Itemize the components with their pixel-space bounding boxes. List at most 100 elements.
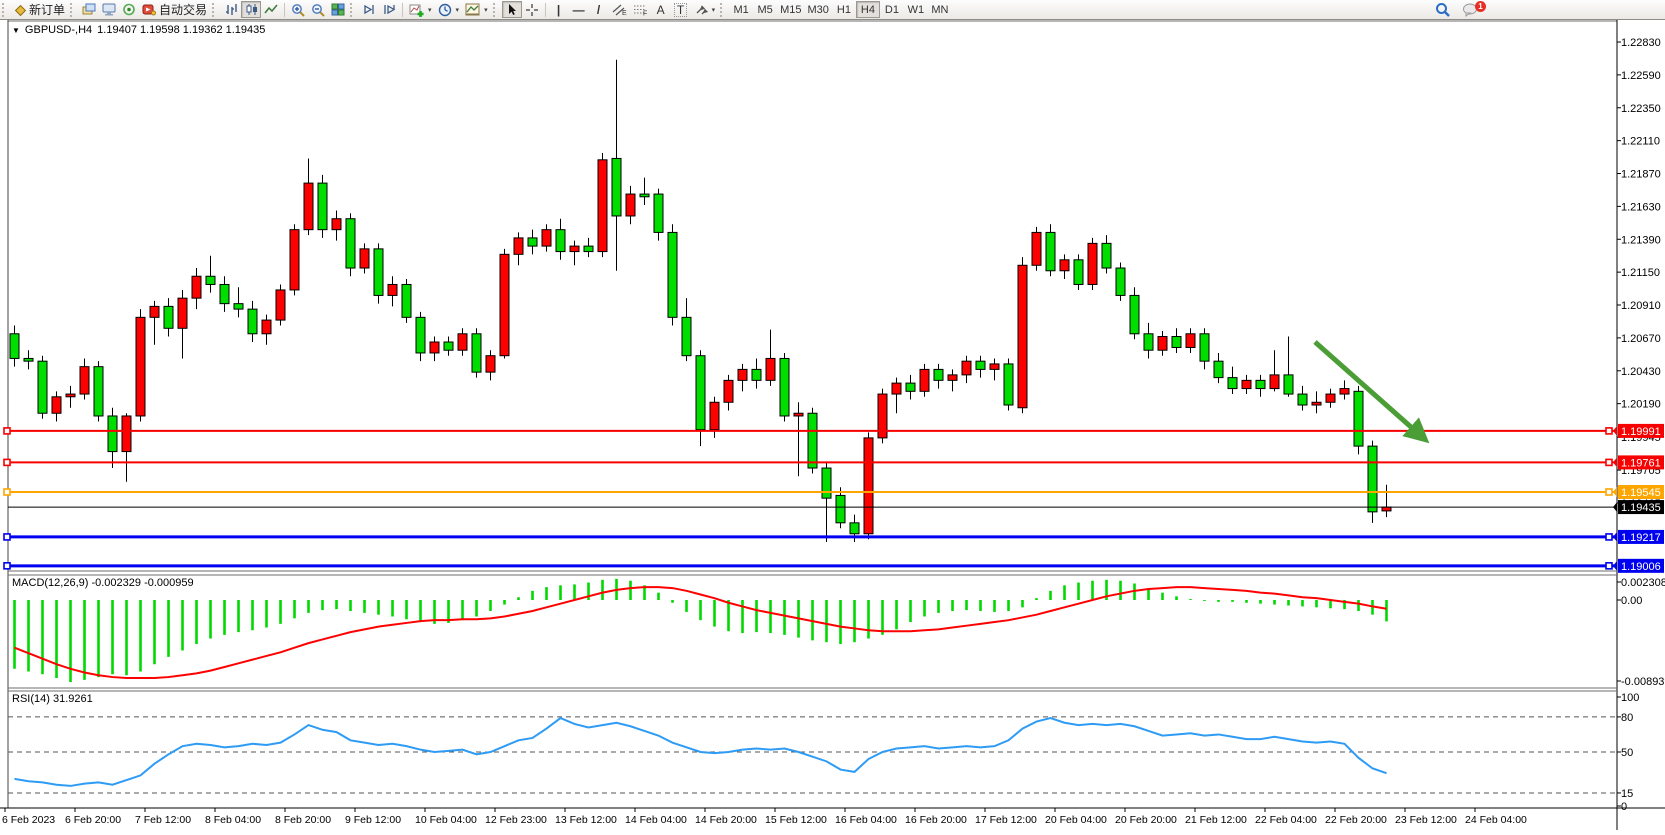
timeframe-button-w1[interactable]: W1 xyxy=(907,3,925,16)
svg-text:80: 80 xyxy=(1621,712,1633,724)
dropdown-caret-icon: ▾ xyxy=(484,6,488,14)
candlestick-chart-icon xyxy=(245,3,258,16)
svg-text:0.002308: 0.002308 xyxy=(1621,577,1665,589)
period-clock-button[interactable]: ▾ xyxy=(435,1,463,18)
period-clock-icon xyxy=(438,3,452,17)
toolbar-gripper xyxy=(2,2,9,17)
add-indicator-button[interactable]: ▾ xyxy=(406,1,435,18)
text-tool-icon: A xyxy=(656,2,665,17)
horizontal-line-1.19991[interactable]: 1.19991 xyxy=(3,423,1664,438)
arrows-tool[interactable]: ▾ xyxy=(691,1,719,18)
template-button[interactable]: ▾ xyxy=(462,1,491,18)
svg-text:1.21870: 1.21870 xyxy=(1621,169,1661,181)
dropdown-caret-icon: ▾ xyxy=(711,6,716,14)
svg-text:20 Feb 04:00: 20 Feb 04:00 xyxy=(1045,814,1107,826)
timeframe-button-m30[interactable]: M30 xyxy=(807,3,829,16)
timeframe-button-m5[interactable]: M5 xyxy=(757,3,773,16)
svg-text:1.22830: 1.22830 xyxy=(1621,37,1661,49)
trend-arrow[interactable] xyxy=(1313,340,1430,444)
svg-text:1.22350: 1.22350 xyxy=(1621,103,1661,115)
svg-text:1.20910: 1.20910 xyxy=(1621,300,1661,312)
auto-trading-button[interactable]: 自动交易 xyxy=(139,1,210,18)
horizontal-line-1.19006[interactable]: 1.19006 xyxy=(3,558,1664,573)
cursor-icon xyxy=(506,3,518,16)
trendline-tool[interactable]: / xyxy=(589,1,609,18)
svg-text:8 Feb 20:00: 8 Feb 20:00 xyxy=(275,814,331,826)
horizontal-line-1.19217[interactable]: 1.19217 xyxy=(3,529,1664,544)
timeframe-button-mn[interactable]: MN xyxy=(931,3,949,16)
tile-windows-button[interactable] xyxy=(328,1,348,18)
fibonacci-tool[interactable]: F xyxy=(630,1,651,18)
timeframe-button-h4[interactable]: H4 xyxy=(855,1,880,18)
svg-text:15 Feb 12:00: 15 Feb 12:00 xyxy=(765,814,827,826)
chart-autoscroll-button[interactable] xyxy=(379,1,399,18)
horizontal-line-1.19761[interactable]: 1.19761 xyxy=(3,455,1664,470)
channel-tool[interactable]: E xyxy=(609,1,630,18)
svg-text:1.19761: 1.19761 xyxy=(1621,457,1661,469)
candlestick-series xyxy=(9,59,1392,542)
time-axis[interactable]: 6 Feb 2023 6 Feb 20:00 7 Feb 12:00 8 Feb 04… xyxy=(2,808,1527,826)
line-chart-icon xyxy=(264,3,278,16)
vertical-line-tool[interactable]: | xyxy=(549,1,569,18)
chart-shift-button[interactable] xyxy=(359,1,379,18)
horizontal-line-1.19435[interactable]: 1.19435 xyxy=(8,500,1664,515)
candlestick-chart-button[interactable] xyxy=(241,1,262,18)
horizontal-line-1.19545[interactable]: 1.19545 xyxy=(3,485,1664,499)
svg-text:1.21150: 1.21150 xyxy=(1621,267,1660,279)
bar-chart-button[interactable] xyxy=(221,1,241,18)
price-axis[interactable]: 1.22830 1.22590 1.22350 1.22110 1.21870 1.216… xyxy=(1617,37,1661,510)
svg-text:1.19217: 1.19217 xyxy=(1621,532,1661,544)
svg-text:12 Feb 23:00: 12 Feb 23:00 xyxy=(485,814,547,826)
toolbar-gripper xyxy=(350,2,357,17)
chart-autoscroll-icon xyxy=(382,3,396,16)
monitor-icon xyxy=(102,3,116,16)
text-label-tool[interactable]: T xyxy=(671,1,691,18)
arrows-tool-icon xyxy=(694,3,708,16)
chart-frame xyxy=(0,20,1665,830)
horizontal-line-tool[interactable]: — xyxy=(569,1,589,18)
crosshair-button[interactable] xyxy=(522,1,542,18)
svg-text:1.21630: 1.21630 xyxy=(1621,201,1661,213)
svg-text:22 Feb 04:00: 22 Feb 04:00 xyxy=(1255,814,1317,826)
timeframe-button-m15[interactable]: M15 xyxy=(780,3,802,16)
svg-text:16 Feb 20:00: 16 Feb 20:00 xyxy=(905,814,967,826)
new-order-button[interactable]: 新订单 xyxy=(11,1,68,18)
search-icon xyxy=(1435,2,1450,17)
market-watch-button[interactable] xyxy=(99,1,119,18)
notifications-button[interactable]: 1 xyxy=(1459,1,1486,18)
svg-text:7 Feb 12:00: 7 Feb 12:00 xyxy=(135,814,191,826)
timeframe-button-h1[interactable]: H1 xyxy=(836,3,851,16)
svg-text:1.20670: 1.20670 xyxy=(1621,333,1661,345)
template-icon xyxy=(465,3,480,16)
chart-stack-button[interactable] xyxy=(79,1,99,18)
chart-stack-icon xyxy=(82,3,96,16)
timeframe-button-d1[interactable]: D1 xyxy=(884,3,899,16)
svg-text:-0.008939: -0.008939 xyxy=(1621,676,1665,688)
cursor-button[interactable] xyxy=(501,1,522,18)
chevron-down-icon[interactable]: ▼ xyxy=(12,25,20,35)
svg-text:0: 0 xyxy=(1621,801,1627,813)
add-indicator-icon xyxy=(409,3,424,17)
ohlc-quotes-label: 1.19407 1.19598 1.19362 1.19435 xyxy=(97,24,266,36)
text-tool[interactable]: A xyxy=(651,1,671,18)
auto-trading-label: 自动交易 xyxy=(159,3,208,17)
zoom-out-button[interactable] xyxy=(308,1,328,18)
svg-text:1.20190: 1.20190 xyxy=(1621,399,1661,411)
svg-text:10 Feb 04:00: 10 Feb 04:00 xyxy=(415,814,477,826)
signal-button[interactable] xyxy=(119,1,139,18)
new-order-icon xyxy=(14,4,26,16)
chart-canvas[interactable]: 1.22830 1.22590 1.22350 1.22110 1.21870 1.216… xyxy=(0,20,1665,835)
line-chart-button[interactable] xyxy=(261,1,281,18)
svg-text:1.19991: 1.19991 xyxy=(1621,426,1661,438)
toolbar-gripper xyxy=(492,2,500,17)
horizontal-line-icon: — xyxy=(572,2,585,17)
timeframe-group: M1 M5 M15 M30 H1 H4 D1 W1 MN xyxy=(729,1,952,18)
svg-text:13 Feb 12:00: 13 Feb 12:00 xyxy=(555,814,617,826)
timeframe-button-m1[interactable]: M1 xyxy=(733,3,749,16)
svg-text:22 Feb 20:00: 22 Feb 20:00 xyxy=(1325,814,1387,826)
text-label-icon: T xyxy=(673,2,688,17)
svg-text:1.22590: 1.22590 xyxy=(1621,70,1661,82)
zoom-in-button[interactable] xyxy=(288,1,308,18)
search-button[interactable] xyxy=(1432,1,1453,18)
toolbar-gripper xyxy=(212,2,219,17)
